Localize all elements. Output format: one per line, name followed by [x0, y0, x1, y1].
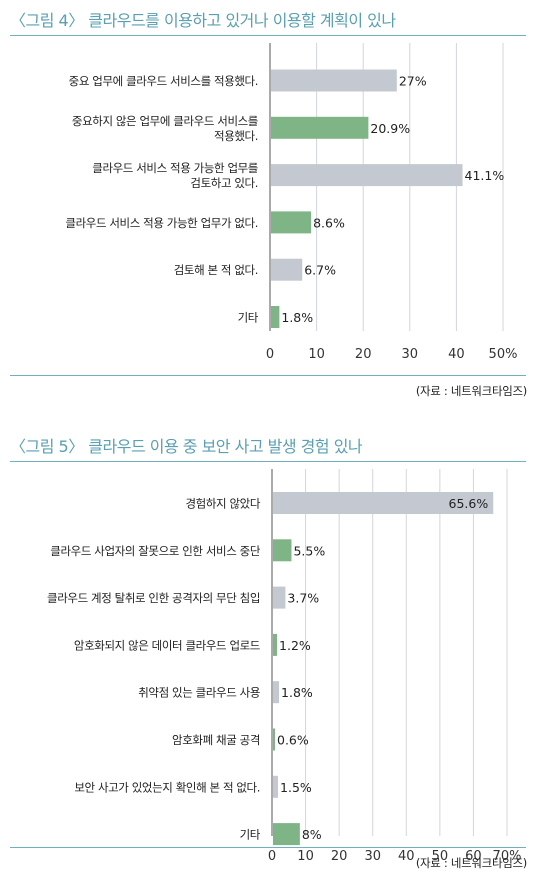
- x-tick-label: 0: [268, 849, 276, 864]
- data-label: 1.5%: [280, 780, 312, 795]
- data-label: 8%: [302, 827, 322, 842]
- chart-5: 0 10 20 30 40 50 60 70% 65.6% 경험하지 않았다 5.5% 클라우드 사업…: [47, 469, 522, 864]
- data-label: 65.6%: [449, 496, 489, 511]
- category-label: 경험하지 않았다: [185, 497, 260, 511]
- category-label: 기타: [240, 828, 261, 842]
- category-label: 취약점 있는 클라우드 사용: [138, 686, 260, 700]
- x-tick-label: 40: [398, 849, 415, 864]
- category-label: 클라우드 사업자의 잘못으로 인한 서비스 중단: [50, 544, 261, 558]
- x-tick-label: 30: [364, 849, 381, 864]
- x-tick-label: 60: [465, 849, 482, 864]
- title-rule: [10, 461, 526, 462]
- x-tick-label: 50%: [489, 347, 518, 362]
- x-tick-label: 40: [448, 347, 465, 362]
- figure-5: 〈그림 5〉 클라우드 이용 중 보안 사고 발생 경험 있나 0 10 20 30 4…: [0, 426, 539, 881]
- bottom-rule: [10, 847, 526, 848]
- data-label: 1.8%: [281, 310, 313, 325]
- title-rule: [10, 35, 526, 36]
- chart-4: 0 10 20 30 40 50% 27% 중요 업무에 클라우드 서비스를 적용했다. 20.…: [65, 43, 518, 362]
- bar: [271, 258, 303, 281]
- category-label: 암호화되지 않은 데이터 클라우드 업로드: [74, 638, 260, 652]
- category-label: 클라우드 서비스 적용 가능한 업무를: [92, 161, 258, 175]
- category-label: 암호화폐 채굴 공격: [172, 733, 260, 747]
- bar: [273, 492, 494, 514]
- x-tick-label: 20: [331, 849, 348, 864]
- category-label: 적용했다.: [214, 129, 258, 143]
- data-label: 41.1%: [465, 168, 505, 183]
- bar: [273, 586, 286, 609]
- category-label: 중요하지 않은 업무에 클라우드 서비스를: [72, 114, 258, 128]
- bar: [273, 539, 292, 562]
- data-label: 27%: [399, 74, 427, 89]
- bottom-rule: [10, 375, 526, 376]
- data-label: 1.2%: [279, 638, 311, 653]
- bar: [271, 306, 280, 328]
- bar: [273, 633, 278, 656]
- bar: [273, 728, 276, 751]
- x-tick-label: 0: [266, 347, 274, 362]
- data-label: 3.7%: [287, 591, 319, 606]
- figure-4: 〈그림 4〉 클라우드를 이용하고 있거나 이용할 계획이 있나 0 10 20 30…: [0, 0, 539, 410]
- data-label: 5.5%: [293, 543, 325, 558]
- source-note: (자료 : 네트워크타임즈): [415, 856, 527, 870]
- category-label: 클라우드 서비스 적용 가능한 업무가 없다.: [65, 216, 258, 230]
- data-label: 6.7%: [304, 263, 336, 278]
- x-tick-label: 20: [355, 347, 372, 362]
- bar: [271, 211, 312, 234]
- category-label: 클라우드 계정 탈취로 인한 공격자의 무단 침입: [47, 591, 260, 605]
- bar: [271, 69, 397, 92]
- bar: [273, 681, 280, 704]
- source-note: (자료 : 네트워크타임즈): [415, 384, 527, 398]
- category-label: 기타: [238, 311, 259, 325]
- data-label: 20.9%: [370, 121, 410, 136]
- data-label: 0.6%: [277, 733, 309, 748]
- figure-4-title: 〈그림 4〉 클라우드를 이용하고 있거나 이용할 계획이 있나: [10, 11, 396, 30]
- x-tick-label: 50: [432, 849, 449, 864]
- x-tick-label: 10: [308, 347, 325, 362]
- x-tick-label: 30: [402, 347, 419, 362]
- bar: [273, 823, 300, 846]
- category-label: 검토하고 있다.: [190, 176, 258, 190]
- x-tick-label: 70%: [493, 849, 522, 864]
- data-label: 1.8%: [281, 685, 313, 700]
- bar: [273, 775, 279, 798]
- x-tick-label: 10: [297, 849, 314, 864]
- category-label: 보안 사고가 있었는지 확인해 본 적 없다.: [74, 780, 260, 794]
- bar: [271, 164, 463, 187]
- category-label: 검토해 본 적 없다.: [174, 263, 258, 277]
- category-label: 중요 업무에 클라우드 서비스를 적용했다.: [69, 74, 258, 88]
- data-label: 8.6%: [313, 215, 345, 230]
- figure-5-title: 〈그림 5〉 클라우드 이용 중 보안 사고 발생 경험 있나: [10, 437, 363, 456]
- bar: [271, 116, 369, 139]
